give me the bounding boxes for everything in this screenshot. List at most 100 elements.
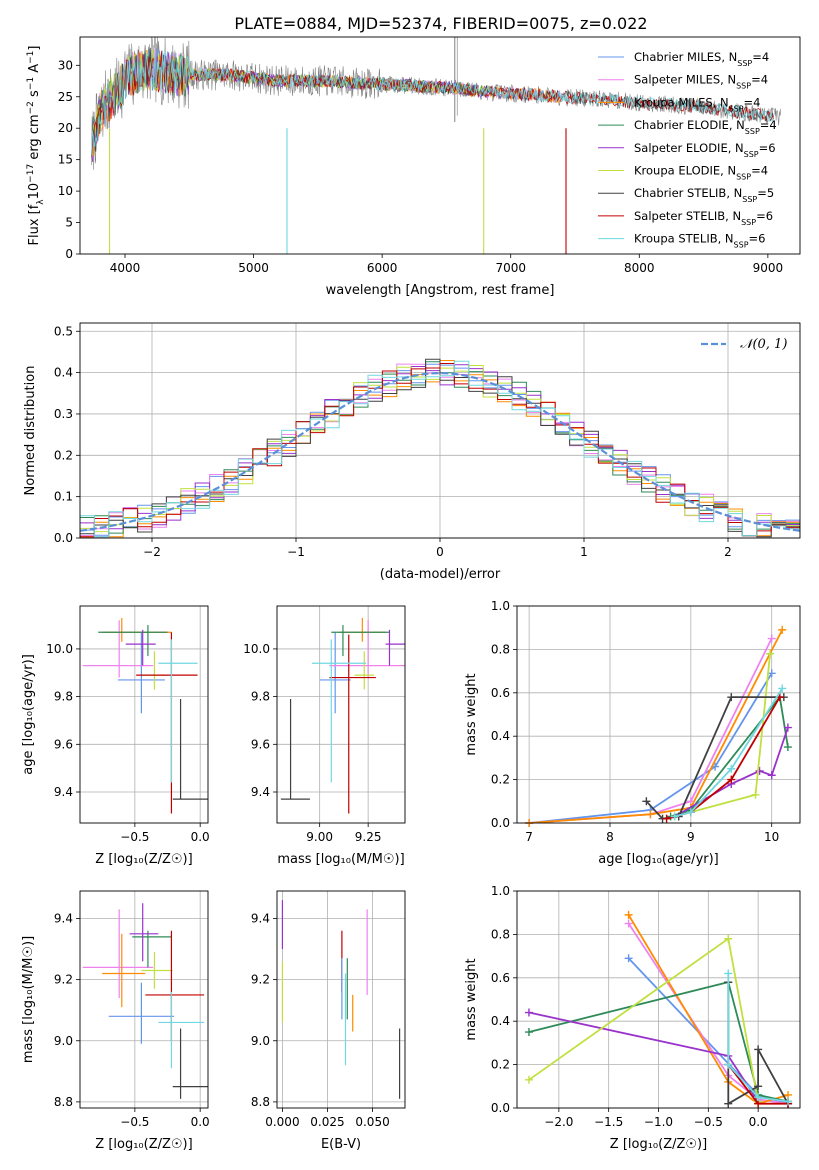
mw-marker [524,1008,533,1017]
hist-chabrier-stelib [80,358,800,538]
mw-marker [727,764,736,773]
y-tick-label: 0.8 [491,927,510,941]
x-axis-label: (data-model)/error [380,567,501,582]
y-tick-label: 9.2 [251,973,270,987]
y-tick-label: 20 [58,121,73,135]
y-tick-label: 0.6 [491,971,510,985]
axes-frame [79,605,209,824]
y-tick-label: 9.6 [54,737,73,751]
y-tick-label: 0.1 [54,490,73,504]
y-tick-label: 9.2 [54,973,73,987]
mw-marker [767,634,776,643]
mw-marker [727,693,736,702]
y-tick-label: 0.0 [491,816,510,830]
legend-entry: Salpeter STELIB, NSSP=6 [634,209,773,227]
mw-line-salpeter-miles [529,638,773,824]
y-tick-label: 0.4 [54,366,73,380]
y-tick-label: 10 [58,184,73,198]
y-tick-label: 0.4 [491,729,510,743]
x-tick-label: 0.0 [191,830,210,844]
mw-marker [778,684,787,693]
spectrum-panel: 4000 5000 6000 7000 8000 9000 0 5 10 15 20 25 30 wave… [26,36,801,298]
mw-line-salpeter-elodie [528,1011,759,1102]
legend-entry: Chabrier ELODIE, NSSP=4 [634,118,777,136]
x-tick-label: −0.5 [120,1115,149,1129]
x-tick-label: −1.0 [644,1115,673,1129]
legend-entry: Kroupa ELODIE, NSSP=4 [634,164,768,182]
spectrum-plot-area [91,37,781,254]
gaussian-curve [80,371,800,532]
y-axis-label: Flux [fλ10−17 erg cm−2 s−1 A−1] [26,46,46,246]
y-tick-label: 0.5 [54,324,73,338]
axes-frame [79,890,209,1109]
y-axis-label: Normed distribution [23,366,38,496]
mw-marker [767,771,776,780]
mw-marker [662,814,671,823]
mw-line-chabrier-elodie [528,981,789,1103]
massweight-vs-Z-panel: −2.0 −1.5 −1.0 −0.5 0.0 0.0 0.2 0.4 0.6 0.8 1.0 Z [… [464,884,801,1152]
mw-marker [727,775,736,784]
y-tick-label: 15 [58,153,73,167]
legend-entry: Chabrier STELIB, NSSP=5 [634,186,774,204]
model-line-kroupa-stelib [91,50,774,156]
y-axis-label: mass [log₁₀(M/M☉)] [21,936,36,1063]
x-axis-label: age [log₁₀(age/yr)] [598,852,719,867]
x-tick-label: 8 [606,830,614,844]
hist-kroupa-stelib [80,360,800,538]
mw-marker [686,808,695,817]
axes-frame [276,890,406,1109]
mw-marker [751,790,760,799]
x-tick-label: 9.00 [306,830,333,844]
axes-frame [79,36,801,255]
y-tick-label: 1.0 [491,599,510,613]
x-axis-label: Z [log₁₀(Z/Z☉)] [610,1137,707,1152]
ebv-plot-area [281,900,401,1099]
y-tick-label: 9.4 [54,785,73,799]
y-tick-label: 25 [58,90,73,104]
x-tick-label: 9 [687,830,695,844]
mw-marker [524,1075,533,1084]
mw-marker [767,669,776,678]
y-tick-label: 9.0 [54,1034,73,1048]
y-tick-label: 1.0 [491,884,510,898]
mw-marker [670,812,679,821]
mw-marker [624,910,633,919]
residual-panel: −2 −1 0 1 2 0.0 0.1 0.2 0.3 0.4 0.5 (data-model)/er… [23,322,801,582]
mass-vs-Z-plot-area [82,903,208,1099]
axes-frame [276,605,406,824]
y-tick-label: 9.8 [251,690,270,704]
mw-marker [724,934,733,943]
spectrum-legend: Chabrier MILES, NSSP=4 Salpeter MILES, NS… [598,50,777,249]
x-tick-label: 0.000 [265,1115,299,1129]
y-axis-label: mass weight [464,673,479,755]
mw-marker [642,797,651,806]
age-vs-mass-plot-area [280,617,405,814]
mw-marker [766,649,775,658]
y-axis-label: age [log₁₀(age/yr)] [21,654,36,775]
mw-marker [783,743,792,752]
x-tick-label: 5000 [238,261,269,275]
axes-frame [79,322,801,539]
mw-line-kroupa-miles [529,629,784,824]
x-tick-label: −0.5 [694,1115,723,1129]
y-tick-label: 0.0 [54,531,73,545]
y-tick-label: 9.0 [251,1034,270,1048]
x-tick-label: −1 [287,545,305,559]
age-vs-Z-plot-area [82,617,208,814]
y-tick-label: 0.2 [491,773,510,787]
ebv-panel: 0.000 0.025 0.050 8.8 9.0 9.2 9.4 E(B-V) [251,890,406,1152]
axes-frame [516,890,801,1109]
y-tick-label: 0.4 [491,1014,510,1028]
legend-entry: Kroupa STELIB, NSSP=6 [634,232,765,250]
y-tick-label: 0.3 [54,407,73,421]
x-tick-label: 7000 [495,261,526,275]
y-tick-label: 0.6 [491,686,510,700]
legend-entry: Salpeter MILES, NSSP=4 [634,73,768,91]
y-tick-label: 9.4 [54,912,73,926]
x-tick-label: 0.0 [191,1115,210,1129]
x-tick-label: 10 [764,830,779,844]
x-axis-label: E(B-V) [321,1137,361,1152]
y-tick-label: 8.8 [251,1095,270,1109]
y-tick-label: 5 [65,216,73,230]
age-vs-Z-panel: −0.5 0.0 9.4 9.6 9.8 10.0 Z [log₁₀(Z/Z☉)] age [… [21,605,210,867]
